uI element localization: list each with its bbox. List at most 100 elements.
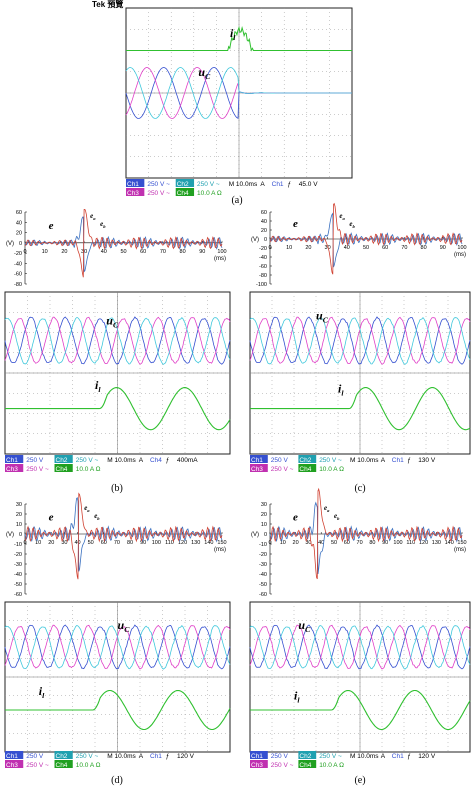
- status-chip: [54, 464, 73, 472]
- panel: il uC Ch1 250 V Ch2 250 V ~ M 10.0ms A Ch4 ƒ 400mA…: [4, 208, 231, 494]
- inset-y-tick-label: -20: [14, 552, 22, 558]
- status-chip: [175, 188, 195, 196]
- inset-x-tick-label: 10: [35, 540, 41, 546]
- status-text: 250 V ~: [147, 181, 170, 188]
- status-text: 250 V ~: [147, 190, 170, 197]
- status-text: Ch1: [392, 753, 404, 760]
- status-text: Ch2: [299, 753, 311, 760]
- inset-y-tick-label: -40: [259, 255, 267, 261]
- status-text: Ch3: [6, 466, 18, 473]
- voltage-trace: [249, 316, 471, 365]
- inset-x-tick-label: 140: [445, 540, 454, 546]
- inset-y-unit: (V): [6, 241, 14, 247]
- inset-trace: [269, 212, 463, 268]
- inset-ea-label-sub: a: [87, 508, 90, 513]
- inset-eb-label-main: e: [100, 220, 103, 228]
- inset-x-tick-label: 70: [160, 249, 166, 255]
- inset-y-tick-label: 20: [16, 231, 22, 237]
- status-text: 120 V: [418, 753, 436, 760]
- inset-eb-label-sub: b: [103, 224, 106, 229]
- inset-y-tick-label: 30: [16, 502, 22, 508]
- inset-x-tick-label: 20: [48, 540, 54, 546]
- status-chip: [5, 760, 24, 768]
- inset-x-tick-label: 70: [357, 540, 363, 546]
- inset-y-tick-label: -100: [256, 282, 267, 288]
- inset-y-tick-label: -40: [14, 572, 22, 578]
- inset-ea-label: ea: [339, 212, 345, 221]
- voltage-label-main: u: [118, 618, 125, 632]
- status-chip: [54, 760, 73, 768]
- inset-ea-label-sub: a: [327, 508, 330, 513]
- current-label-sub: l: [98, 385, 101, 394]
- current-label-main: i: [230, 26, 234, 40]
- status-text: 250 V ~: [319, 457, 342, 464]
- inset-x-tick-label: 90: [199, 249, 205, 255]
- inset-x-tick-label: 90: [382, 540, 388, 546]
- voltage-label: uC: [298, 618, 311, 634]
- inset-eb-label-main: e: [349, 220, 352, 228]
- current-trace: [250, 689, 471, 731]
- inset-y-tick-label: -10: [14, 542, 22, 548]
- inset-y-tick-label: -10: [259, 542, 267, 548]
- current-trace: [126, 25, 352, 52]
- inset-y-tick-label: 20: [16, 512, 22, 518]
- status-text: 250 V ~: [197, 181, 220, 188]
- inset-y-tick-label: 0: [19, 241, 22, 247]
- inset-ea-label-sub: a: [342, 216, 345, 221]
- voltage-label-main: u: [298, 618, 305, 632]
- inset-x-tick-label: 80: [421, 245, 427, 251]
- inset-x-tick-label: 110: [406, 540, 415, 546]
- inset-x-tick-label: 50: [331, 540, 337, 546]
- status-text: 250 V ~: [319, 753, 342, 760]
- voltage-label-sub: C: [305, 625, 311, 634]
- status-text: A: [139, 457, 144, 464]
- inset-trace: [24, 492, 223, 580]
- status-text: Ch2: [299, 457, 311, 464]
- inset-y-tick-label: -20: [259, 246, 267, 252]
- voltage-label: uC: [198, 65, 211, 81]
- inset-x-tick-label: 10: [280, 540, 286, 546]
- status-text: Ch4: [299, 466, 311, 473]
- inset-x-tick-label: 150: [217, 540, 226, 546]
- inset-e-label: e: [293, 512, 298, 524]
- status-text: Ch1: [6, 753, 18, 760]
- inset-x-tick-label: 60: [382, 245, 388, 251]
- inset-ea-label: ea: [84, 504, 90, 513]
- status-text: Ch1: [272, 181, 284, 188]
- status-chip: [250, 751, 268, 759]
- current-label: il: [39, 684, 45, 700]
- status-text: 250 V: [271, 753, 289, 760]
- inset-trace: [269, 501, 463, 575]
- inset-trace: [269, 202, 463, 275]
- status-chip: [250, 464, 268, 472]
- status-text: Ch1: [150, 753, 162, 760]
- inset-y-tick-label: 40: [261, 219, 267, 225]
- inset-x-tick-label: 50: [88, 540, 94, 546]
- current-label: il: [294, 689, 300, 705]
- status-text: Ch4: [299, 762, 311, 769]
- current-trace: [5, 689, 231, 731]
- inset-e-label: e: [293, 218, 298, 230]
- panel-label: (a): [231, 195, 242, 206]
- inset-x-tick-label: 20: [293, 540, 299, 546]
- status-chip: [250, 760, 268, 768]
- inset-y-tick-label: 40: [16, 220, 22, 226]
- status-text: Ch2: [56, 457, 68, 464]
- inset-y-tick-label: 0: [19, 532, 22, 538]
- inset-x-tick-label: 40: [344, 245, 350, 251]
- inset-e-label: e: [49, 512, 54, 524]
- inset-y-unit: (V): [251, 532, 259, 538]
- inset-ea-label-main: e: [90, 212, 93, 220]
- current-label: il: [338, 381, 344, 397]
- status-text: Ch2: [177, 181, 189, 188]
- inset-x-tick-label: 30: [325, 245, 331, 251]
- status-text: M 10.0ms: [350, 457, 379, 464]
- inset-x-tick-label: 40: [101, 249, 107, 255]
- inset-x-tick-label: 100: [152, 540, 161, 546]
- inset-x-tick-label: 0: [268, 540, 271, 546]
- inset-eb-label-sub: b: [337, 516, 340, 521]
- voltage-label-sub: C: [124, 625, 130, 634]
- status-text: Ch4: [177, 190, 189, 197]
